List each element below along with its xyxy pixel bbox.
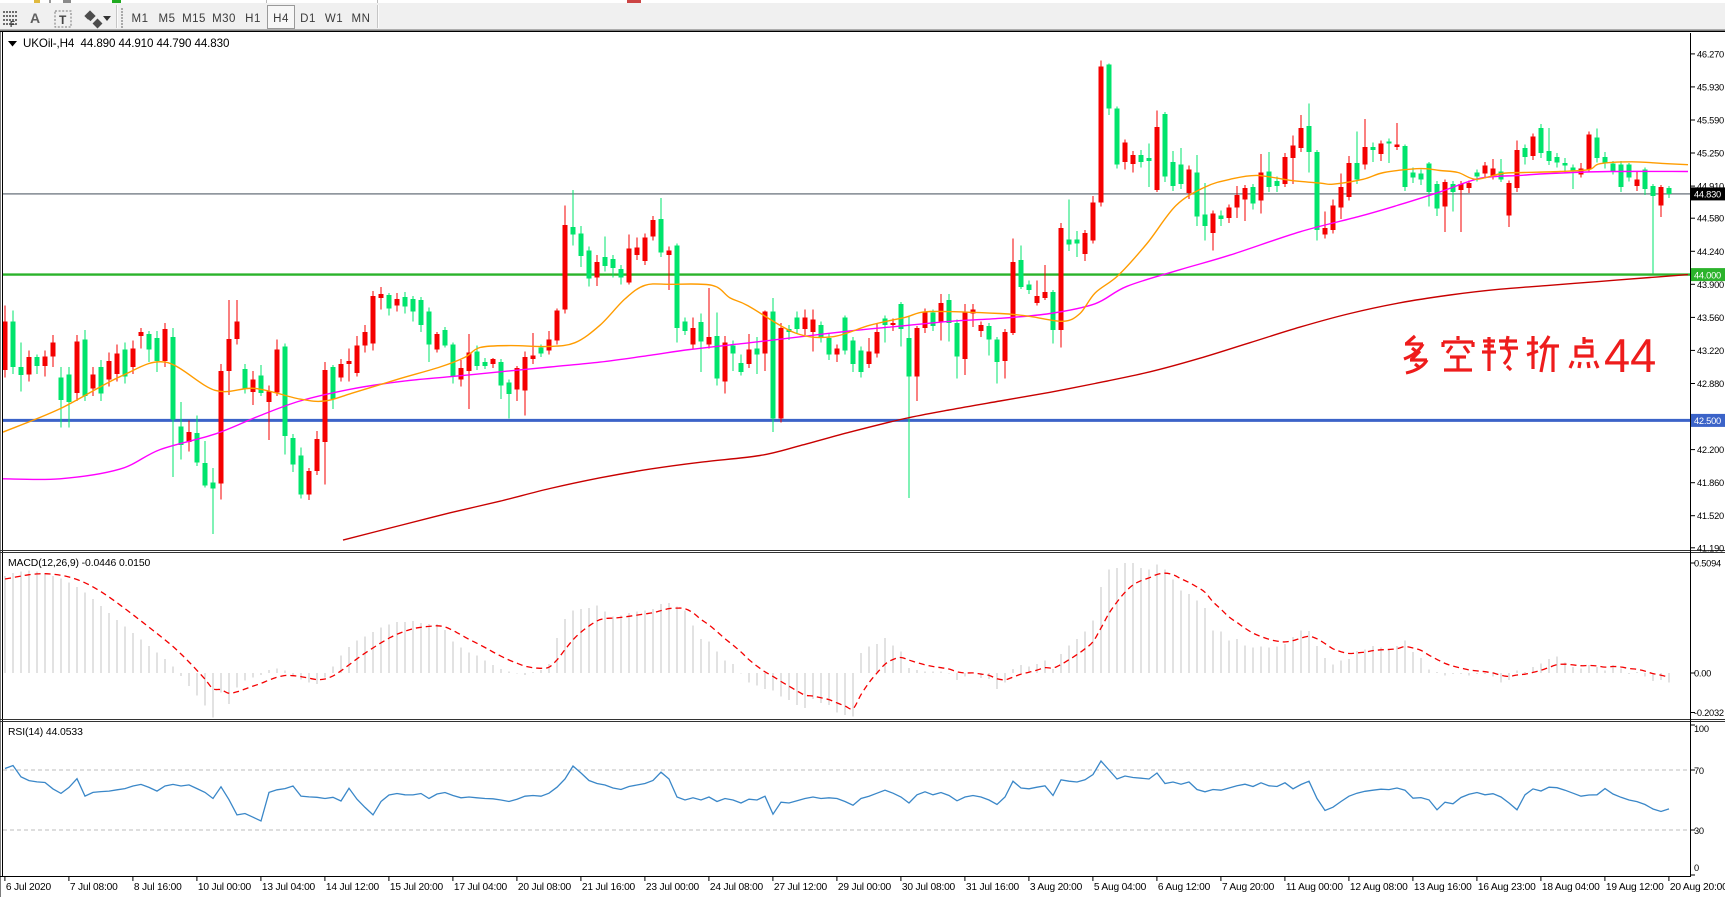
svg-text:W1: W1 (325, 13, 343, 25)
svg-text:43.220: 43.220 (1697, 346, 1724, 356)
svg-text:0.5094: 0.5094 (1694, 559, 1721, 569)
svg-text:14 Jul 12:00: 14 Jul 12:00 (326, 882, 380, 893)
svg-text:42.880: 42.880 (1697, 379, 1724, 389)
svg-text:8 Jul 16:00: 8 Jul 16:00 (134, 882, 182, 893)
svg-text:11 Aug 00:00: 11 Aug 00:00 (1286, 882, 1343, 893)
svg-text:-0.2032: -0.2032 (1694, 708, 1724, 718)
svg-text:UKOil-,H4 44.890 44.910 44.79: UKOil-,H4 44.890 44.910 44.790 44.830 (23, 37, 229, 50)
svg-text:44.910: 44.910 (1697, 182, 1724, 192)
svg-text:F: F (10, 20, 15, 29)
svg-text:44.000: 44.000 (1694, 270, 1721, 280)
svg-text:13 Aug 16:00: 13 Aug 16:00 (1414, 882, 1472, 893)
svg-text:23 Jul 00:00: 23 Jul 00:00 (646, 882, 700, 893)
svg-text:44: 44 (1604, 329, 1656, 382)
svg-text:7 Jul 08:00: 7 Jul 08:00 (70, 882, 118, 893)
svg-text:12 Aug 08:00: 12 Aug 08:00 (1350, 882, 1408, 893)
svg-text:10 Jul 00:00: 10 Jul 00:00 (198, 882, 252, 893)
svg-text:18 Aug 04:00: 18 Aug 04:00 (1542, 882, 1600, 893)
svg-text:5 Aug 04:00: 5 Aug 04:00 (1094, 882, 1147, 893)
svg-text:30 Jul 08:00: 30 Jul 08:00 (902, 882, 956, 893)
svg-text:17 Jul 04:00: 17 Jul 04:00 (454, 882, 508, 893)
svg-text:H4: H4 (273, 13, 289, 25)
svg-text:19 Aug 12:00: 19 Aug 12:00 (1606, 882, 1664, 893)
svg-text:16 Aug 23:00: 16 Aug 23:00 (1478, 882, 1536, 893)
svg-text:44.830: 44.830 (1694, 190, 1721, 200)
svg-text:43.560: 43.560 (1697, 313, 1724, 323)
svg-text:45.590: 45.590 (1697, 116, 1724, 126)
svg-text:0: 0 (1694, 863, 1699, 873)
svg-text:41.190: 41.190 (1697, 543, 1724, 553)
svg-text:M30: M30 (212, 13, 236, 25)
svg-text:45.250: 45.250 (1697, 149, 1724, 159)
svg-text:20 Jul 08:00: 20 Jul 08:00 (518, 882, 572, 893)
svg-text:RSI(14) 44.0533: RSI(14) 44.0533 (8, 727, 83, 738)
svg-text:MN: MN (352, 13, 371, 25)
svg-text:100: 100 (1694, 724, 1709, 734)
svg-text:13 Jul 04:00: 13 Jul 04:00 (262, 882, 316, 893)
svg-text:27 Jul 12:00: 27 Jul 12:00 (774, 882, 828, 893)
svg-text:44.580: 44.580 (1697, 214, 1724, 224)
svg-text:3 Aug 20:00: 3 Aug 20:00 (1030, 882, 1083, 893)
svg-text:6 Aug 12:00: 6 Aug 12:00 (1158, 882, 1211, 893)
svg-text:31 Jul 16:00: 31 Jul 16:00 (966, 882, 1020, 893)
svg-text:30: 30 (1694, 826, 1704, 836)
svg-text:H1: H1 (245, 13, 261, 25)
svg-text:MACD(12,26,9) -0.0446 0.0150: MACD(12,26,9) -0.0446 0.0150 (8, 558, 150, 569)
svg-text:15 Jul 20:00: 15 Jul 20:00 (390, 882, 444, 893)
svg-text:29 Jul 00:00: 29 Jul 00:00 (838, 882, 892, 893)
svg-text:M1: M1 (132, 13, 149, 25)
svg-text:42.500: 42.500 (1694, 416, 1721, 426)
svg-text:20 Aug 20:00: 20 Aug 20:00 (1670, 882, 1725, 893)
svg-text:A: A (30, 10, 40, 26)
svg-text:21 Jul 16:00: 21 Jul 16:00 (582, 882, 636, 893)
svg-text:44.240: 44.240 (1697, 247, 1724, 257)
svg-text:24 Jul 08:00: 24 Jul 08:00 (710, 882, 764, 893)
svg-text:M15: M15 (182, 13, 206, 25)
svg-text:70: 70 (1694, 766, 1704, 776)
svg-text:41.520: 41.520 (1697, 511, 1724, 521)
svg-text:6 Jul 2020: 6 Jul 2020 (6, 882, 52, 893)
svg-text:46.270: 46.270 (1697, 49, 1724, 59)
svg-text:41.860: 41.860 (1697, 478, 1724, 488)
svg-text:42.200: 42.200 (1697, 445, 1724, 455)
svg-text:7 Aug 20:00: 7 Aug 20:00 (1222, 882, 1275, 893)
svg-text:45.930: 45.930 (1697, 82, 1724, 92)
svg-text:0.00: 0.00 (1694, 669, 1711, 679)
svg-text:D1: D1 (300, 13, 316, 25)
svg-text:43.900: 43.900 (1697, 280, 1724, 290)
svg-text:T: T (59, 13, 67, 27)
svg-text:M5: M5 (159, 13, 176, 25)
